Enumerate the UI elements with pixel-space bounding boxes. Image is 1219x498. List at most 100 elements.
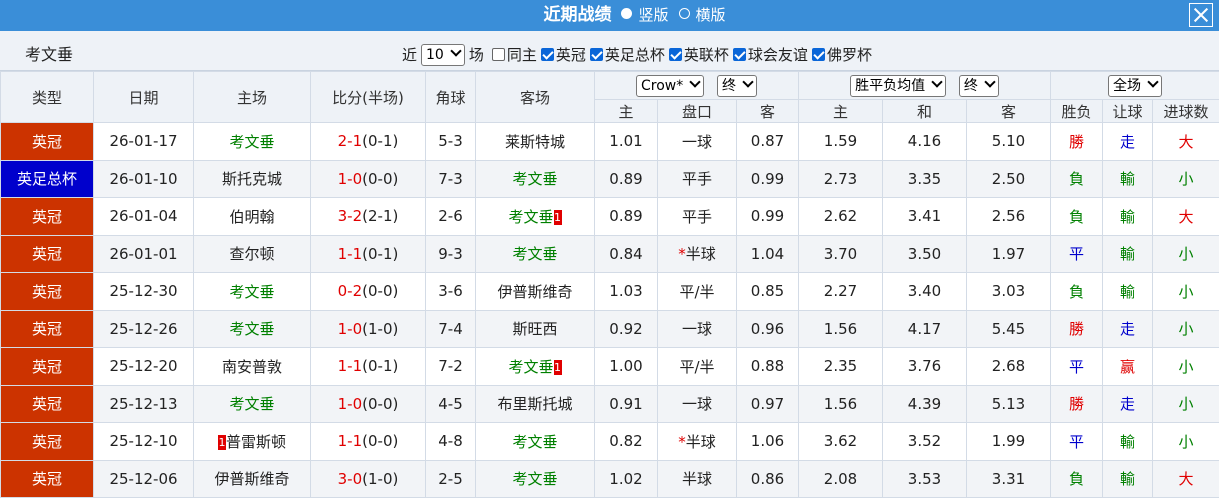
handicap-text: 半球 (686, 245, 716, 263)
average-odds: 4.39 (883, 385, 967, 423)
result: 負 (1051, 273, 1103, 311)
stage-select[interactable]: 终 (959, 75, 999, 97)
team: 考文垂 (229, 283, 274, 301)
handicap-mark: * (678, 433, 686, 451)
checkbox[interactable] (669, 48, 682, 61)
match-type: 英冠 (1, 310, 94, 348)
half-score: (1-0) (362, 320, 398, 338)
checkbox-label: 球会友谊 (748, 46, 808, 64)
corners: 4-8 (426, 423, 476, 461)
average-odds: 1.56 (799, 310, 883, 348)
average-odds: 3.03 (967, 273, 1051, 311)
away-team: 考文垂 (476, 235, 595, 273)
handicap: 一球 (658, 123, 737, 161)
average-odds: 1.99 (967, 423, 1051, 461)
odds: 0.89 (595, 198, 658, 236)
away-team: 莱斯特城 (476, 123, 595, 161)
handicap-text: 平/半 (679, 358, 714, 376)
goals-result: 大 (1153, 123, 1219, 161)
score: 1-0(0-0) (311, 160, 426, 198)
checkbox-label: 英足总杯 (605, 46, 665, 64)
header: 主场 (194, 72, 311, 123)
full-score: 0-2 (338, 282, 363, 300)
checkbox[interactable] (733, 48, 746, 61)
results-table: 类型 日期 主场 比分(半场) 角球 客场 Crow* 终 胜平负均值 终 全场… (0, 71, 1219, 498)
full-score: 1-1 (338, 357, 363, 375)
handicap: 一球 (658, 385, 737, 423)
corners: 3-6 (426, 273, 476, 311)
average-odds: 2.35 (799, 348, 883, 386)
average-odds: 1.56 (799, 385, 883, 423)
goals-result: 小 (1153, 160, 1219, 198)
average-odds: 4.17 (883, 310, 967, 348)
odds: 0.84 (595, 235, 658, 273)
handicap: 一球 (658, 310, 737, 348)
away-team: 伊普斯维奇 (476, 273, 595, 311)
average-odds: 3.35 (883, 160, 967, 198)
result: 勝 (1051, 310, 1103, 348)
header: 主 (799, 100, 883, 123)
radio[interactable] (621, 8, 632, 19)
checkbox[interactable] (590, 48, 603, 61)
date: 26-01-17 (94, 123, 194, 161)
average-odds: 3.62 (799, 423, 883, 461)
header: 胜负 (1051, 100, 1103, 123)
checkbox-label: 同主 (507, 46, 537, 64)
average-odds: 3.76 (883, 348, 967, 386)
handicap-mark: * (678, 245, 686, 263)
handicap-text: 一球 (682, 133, 712, 151)
home-team: 考文垂 (194, 310, 311, 348)
home-team: 考文垂 (194, 385, 311, 423)
home-team: 查尔顿 (194, 235, 311, 273)
team: 考文垂 (512, 433, 557, 451)
half-score: (0-0) (362, 170, 398, 188)
close-button[interactable] (1189, 3, 1213, 27)
average-odds: 4.16 (883, 123, 967, 161)
team: 查尔顿 (229, 245, 274, 263)
team: 考文垂 (512, 245, 557, 263)
header: 客 (967, 100, 1051, 123)
count-select[interactable]: 10 (421, 44, 465, 66)
checkbox[interactable] (812, 48, 825, 61)
period-select[interactable]: 全场 (1108, 75, 1162, 97)
handicap-text: 一球 (682, 320, 712, 338)
goals-result: 小 (1153, 348, 1219, 386)
date: 25-12-26 (94, 310, 194, 348)
handicap-result: 赢 (1103, 348, 1153, 386)
checkbox[interactable] (541, 48, 554, 61)
half-score: (0-1) (362, 357, 398, 375)
goals-result: 小 (1153, 385, 1219, 423)
half-score: (0-1) (362, 245, 398, 263)
date: 26-01-04 (94, 198, 194, 236)
odds: 0.87 (737, 123, 799, 161)
team: 伊普斯维奇 (214, 470, 289, 488)
corners: 4-5 (426, 385, 476, 423)
odds: 0.82 (595, 423, 658, 461)
result: 平 (1051, 423, 1103, 461)
full-score: 1-0 (338, 395, 363, 413)
match-type: 英冠 (1, 385, 94, 423)
handicap: *半球 (658, 235, 737, 273)
layout-option[interactable]: 竖版 (638, 6, 668, 24)
result: 負 (1051, 160, 1103, 198)
team: 布里斯托城 (497, 395, 572, 413)
odds: 0.88 (737, 348, 799, 386)
checkbox[interactable] (492, 48, 505, 61)
header: 盘口 (658, 100, 737, 123)
home-team: 考文垂 (194, 273, 311, 311)
corners: 9-3 (426, 235, 476, 273)
team: 伯明翰 (229, 208, 274, 226)
home-team: 考文垂 (194, 123, 311, 161)
score: 1-1(0-1) (311, 348, 426, 386)
score: 1-0(0-0) (311, 385, 426, 423)
handicap: *半球 (658, 423, 737, 461)
header: 客场 (476, 72, 595, 123)
radio[interactable] (679, 8, 690, 19)
half-score: (0-1) (362, 132, 398, 150)
score: 0-2(0-0) (311, 273, 426, 311)
layout-option[interactable]: 横版 (696, 6, 726, 24)
team: 考文垂 (508, 358, 553, 376)
